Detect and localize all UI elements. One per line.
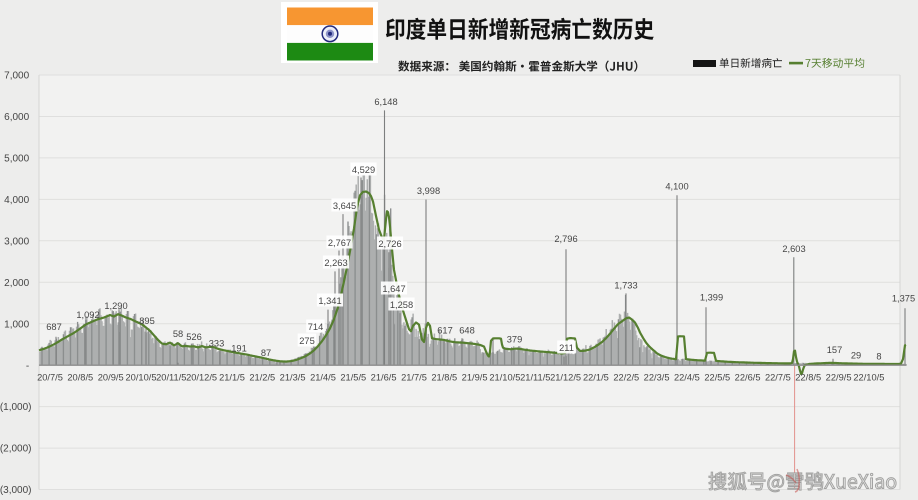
svg-text:21/9/5: 21/9/5: [462, 373, 488, 383]
svg-text:211: 211: [559, 343, 574, 353]
svg-text:2,767: 2,767: [328, 238, 351, 248]
svg-text:157: 157: [827, 345, 843, 355]
svg-text:21/8/5: 21/8/5: [431, 373, 457, 383]
svg-text:4,100: 4,100: [665, 182, 688, 192]
svg-text:87: 87: [261, 348, 271, 358]
svg-text:29: 29: [851, 351, 861, 361]
svg-text:2,263: 2,263: [324, 258, 347, 268]
svg-text:20/12/5: 20/12/5: [186, 373, 217, 383]
svg-text:379: 379: [507, 335, 523, 345]
svg-text:1,399: 1,399: [700, 293, 723, 303]
svg-text:2,603: 2,603: [782, 244, 805, 254]
svg-text:1,375: 1,375: [892, 294, 915, 304]
svg-text:20/10/5: 20/10/5: [125, 373, 156, 383]
svg-text:22/3/5: 22/3/5: [644, 373, 670, 383]
svg-text:22/6/5: 22/6/5: [735, 373, 761, 383]
svg-text:4,000: 4,000: [4, 195, 29, 206]
svg-text:22/4/5: 22/4/5: [674, 373, 700, 383]
svg-text:20/7/5: 20/7/5: [37, 373, 63, 383]
svg-text:5,000: 5,000: [4, 154, 29, 165]
svg-text:21/2/5: 21/2/5: [249, 373, 275, 383]
svg-text:(2,000): (2,000): [0, 444, 32, 455]
svg-text:21/1/5: 21/1/5: [219, 373, 245, 383]
svg-text:2,000: 2,000: [4, 278, 29, 289]
svg-text:22/8/5: 22/8/5: [795, 373, 821, 383]
svg-text:22/2/5: 22/2/5: [613, 373, 639, 383]
svg-text:714: 714: [308, 322, 324, 332]
svg-text:1,290: 1,290: [104, 301, 127, 311]
svg-text:20/8/5: 20/8/5: [67, 373, 93, 383]
svg-text:21/10/5: 21/10/5: [489, 373, 520, 383]
svg-text:191: 191: [231, 344, 247, 354]
svg-text:22/10/5: 22/10/5: [853, 373, 884, 383]
svg-text:3,645: 3,645: [333, 201, 356, 211]
svg-text:(1,000): (1,000): [0, 402, 32, 413]
svg-text:687: 687: [46, 322, 62, 332]
svg-text:(3,000): (3,000): [0, 485, 32, 496]
svg-text:21/3/5: 21/3/5: [280, 373, 306, 383]
svg-text:617: 617: [437, 326, 453, 336]
svg-text:275: 275: [299, 336, 315, 346]
svg-text:21/4/5: 21/4/5: [310, 373, 336, 383]
svg-text:1,341: 1,341: [318, 296, 341, 306]
svg-text:4,529: 4,529: [352, 165, 375, 175]
svg-text:1,647: 1,647: [382, 284, 405, 294]
svg-text:3,000: 3,000: [4, 236, 29, 247]
svg-text:8: 8: [876, 352, 881, 362]
svg-text:22/1/5: 22/1/5: [583, 373, 609, 383]
svg-text:20/9/5: 20/9/5: [98, 373, 124, 383]
svg-text:526: 526: [186, 332, 202, 342]
svg-text:1,000: 1,000: [4, 319, 29, 330]
svg-text:22/9/5: 22/9/5: [826, 373, 852, 383]
svg-text:21/11/5: 21/11/5: [520, 373, 550, 383]
svg-text:7,000: 7,000: [4, 71, 29, 82]
svg-text:20/11/5: 20/11/5: [156, 373, 186, 383]
svg-text:58: 58: [173, 329, 183, 339]
svg-text:3,998: 3,998: [417, 186, 440, 196]
svg-text:21/7/5: 21/7/5: [401, 373, 427, 383]
svg-text:2,726: 2,726: [378, 239, 401, 249]
svg-text:6,148: 6,148: [374, 97, 397, 107]
svg-text:6,000: 6,000: [4, 112, 29, 123]
svg-text:333: 333: [209, 339, 225, 349]
svg-text:21/6/5: 21/6/5: [371, 373, 397, 383]
svg-text:21/5/5: 21/5/5: [340, 373, 366, 383]
svg-text:21/12/5: 21/12/5: [550, 373, 581, 383]
svg-text:1,733: 1,733: [614, 281, 637, 291]
svg-text:22/7/5: 22/7/5: [765, 373, 791, 383]
svg-text:2,796: 2,796: [554, 234, 577, 244]
svg-text:648: 648: [459, 326, 475, 336]
svg-text:895: 895: [139, 316, 155, 326]
svg-text:-: -: [26, 361, 29, 372]
svg-text:1,092: 1,092: [76, 310, 99, 320]
svg-text:22/5/5: 22/5/5: [704, 373, 730, 383]
svg-text:1,258: 1,258: [390, 300, 413, 310]
